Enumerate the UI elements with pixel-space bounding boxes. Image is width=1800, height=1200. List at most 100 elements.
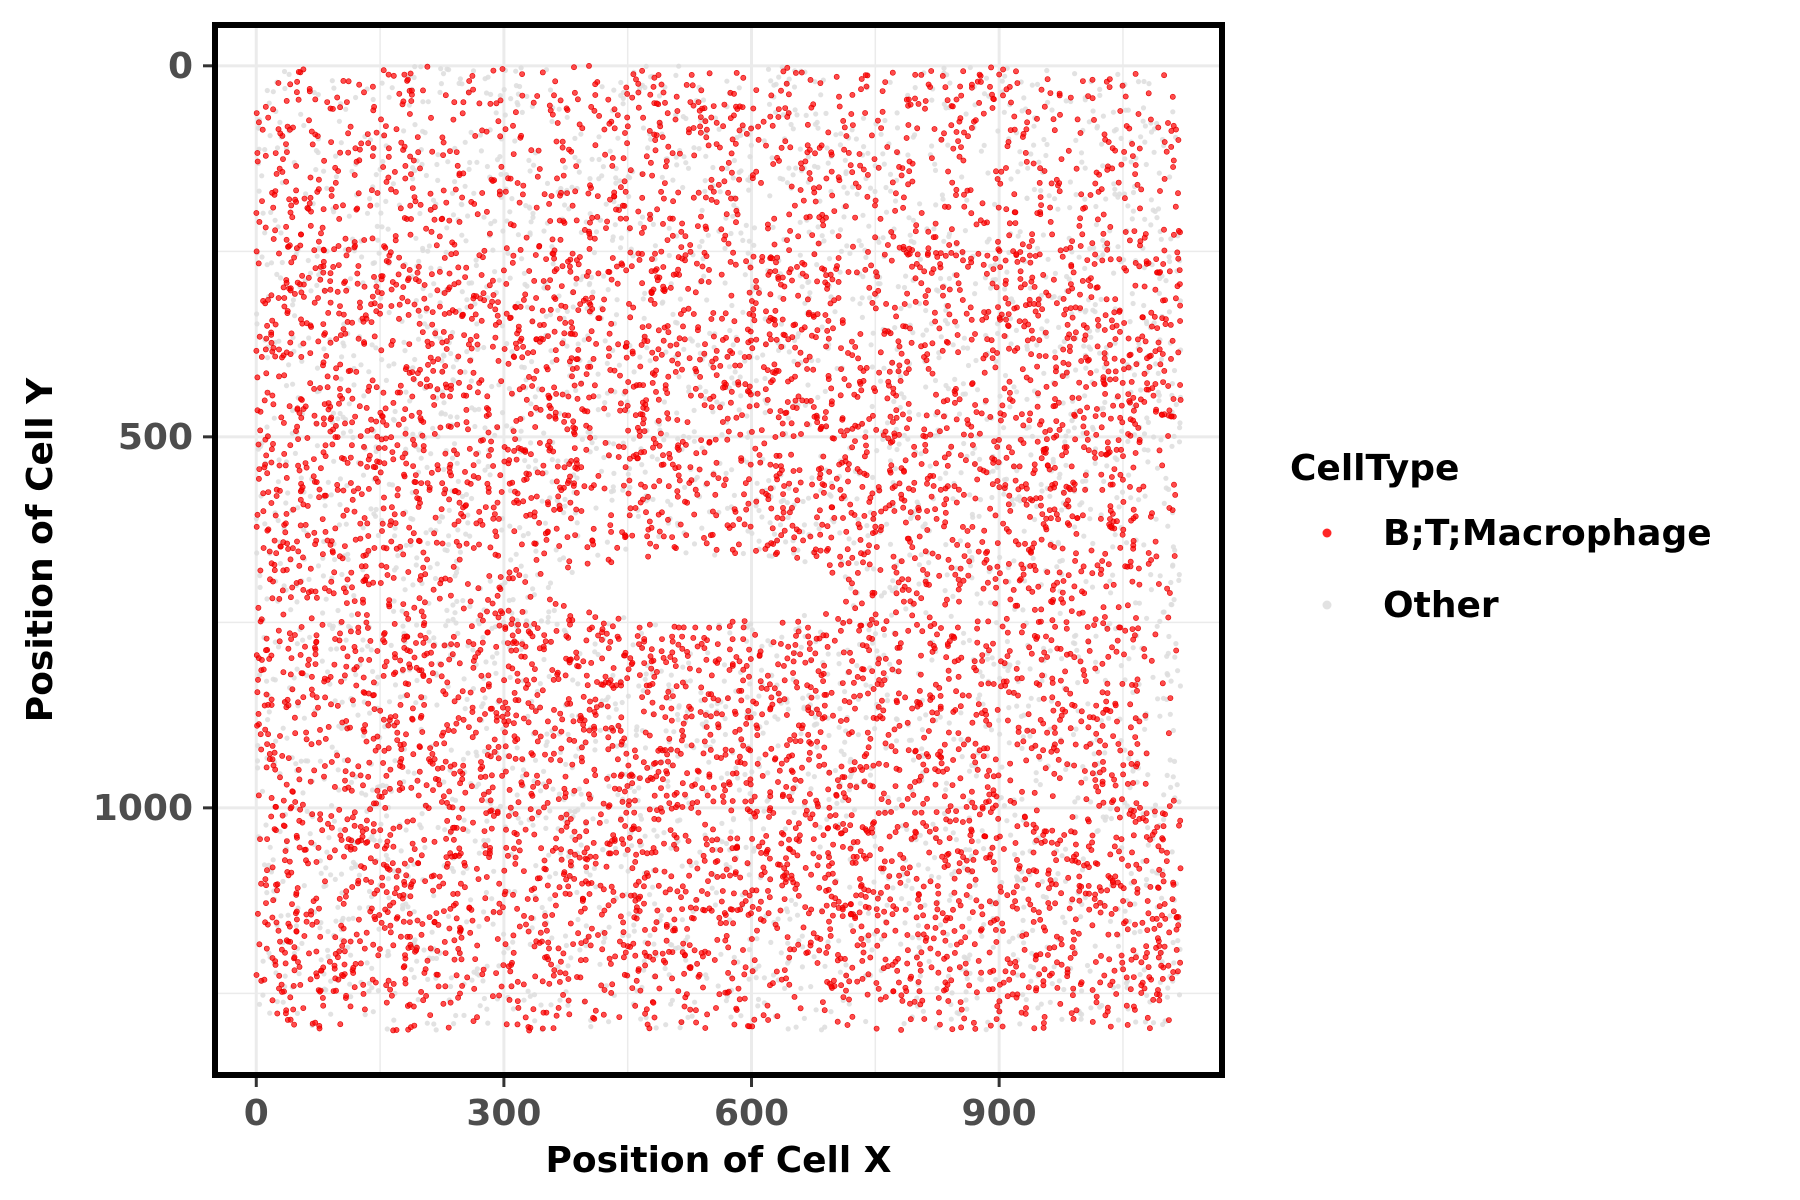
btm-point: [474, 341, 481, 348]
other-point: [895, 284, 901, 290]
other-point: [1154, 465, 1161, 471]
btm-point: [849, 169, 856, 176]
other-point: [1020, 850, 1026, 856]
other-point: [308, 288, 314, 294]
btm-point: [358, 656, 364, 663]
other-point: [327, 681, 333, 687]
btm-point: [1109, 644, 1115, 651]
btm-point: [1165, 383, 1172, 389]
other-point: [573, 387, 579, 393]
btm-point: [1093, 993, 1100, 1000]
other-point: [1140, 118, 1146, 124]
other-point: [603, 201, 609, 207]
btm-point: [343, 287, 350, 294]
other-point: [547, 580, 554, 586]
btm-point: [757, 678, 764, 685]
btm-point: [736, 688, 742, 694]
other-point: [442, 411, 448, 417]
btm-point: [847, 782, 854, 789]
btm-point: [494, 424, 501, 430]
btm-point: [645, 493, 651, 500]
other-point: [314, 365, 321, 371]
btm-point: [283, 474, 290, 481]
btm-point: [789, 752, 795, 759]
other-point: [811, 774, 818, 780]
other-point: [751, 242, 757, 248]
btm-point: [1085, 638, 1092, 645]
other-point: [742, 771, 748, 778]
other-point: [1040, 232, 1046, 238]
other-point: [480, 634, 486, 641]
other-point: [685, 165, 692, 171]
btm-point: [735, 379, 741, 386]
other-point: [857, 301, 863, 307]
btm-point: [756, 290, 762, 296]
btm-point: [972, 402, 978, 408]
other-point: [950, 496, 956, 502]
btm-point: [300, 694, 307, 701]
other-point: [336, 118, 342, 124]
other-point: [962, 955, 969, 961]
other-point: [435, 177, 441, 183]
other-point: [736, 407, 742, 413]
btm-point: [669, 633, 675, 640]
other-point: [819, 324, 825, 330]
btm-point: [609, 154, 616, 161]
other-point: [718, 951, 724, 957]
other-point: [912, 132, 918, 138]
other-point: [989, 494, 995, 501]
other-point: [403, 426, 409, 432]
other-point: [805, 382, 811, 388]
other-point: [1036, 696, 1042, 703]
other-point: [729, 375, 735, 381]
other-point: [679, 863, 685, 869]
other-point: [882, 117, 888, 124]
btm-point: [650, 711, 657, 718]
other-point: [737, 374, 743, 380]
btm-point: [258, 746, 265, 753]
other-point: [570, 677, 576, 683]
other-point: [462, 706, 468, 712]
btm-point: [848, 812, 855, 819]
other-point: [1075, 680, 1081, 686]
other-point: [1015, 233, 1021, 239]
other-point: [1170, 109, 1176, 115]
other-point: [1001, 109, 1007, 115]
other-point: [259, 254, 265, 260]
btm-point: [566, 1011, 573, 1018]
btm-point: [633, 977, 640, 984]
btm-point: [671, 916, 678, 923]
other-point: [1133, 1019, 1139, 1025]
other-point: [751, 225, 758, 231]
other-point: [696, 146, 702, 152]
other-point: [320, 573, 326, 579]
other-point: [1084, 962, 1091, 969]
other-point: [498, 171, 504, 177]
other-point: [1148, 222, 1154, 228]
btm-point: [383, 564, 390, 570]
other-point: [837, 969, 844, 975]
other-point: [518, 65, 524, 71]
other-point: [513, 83, 520, 89]
other-point: [1050, 459, 1056, 465]
btm-point: [546, 945, 552, 952]
other-point: [360, 637, 366, 643]
btm-point: [731, 1021, 738, 1028]
other-point: [1041, 136, 1047, 143]
btm-point: [1169, 896, 1176, 902]
other-point: [906, 900, 912, 907]
other-point: [1062, 439, 1068, 445]
btm-point: [942, 509, 949, 516]
btm-point: [800, 197, 807, 204]
other-point: [331, 818, 337, 824]
other-point: [323, 865, 329, 871]
other-point: [1020, 607, 1026, 613]
other-point: [267, 844, 273, 850]
other-point: [860, 115, 867, 121]
other-point: [463, 238, 469, 244]
btm-point: [534, 772, 540, 779]
other-point: [1161, 816, 1167, 823]
other-point: [915, 922, 922, 929]
btm-point: [606, 345, 612, 352]
btm-point: [591, 766, 598, 773]
